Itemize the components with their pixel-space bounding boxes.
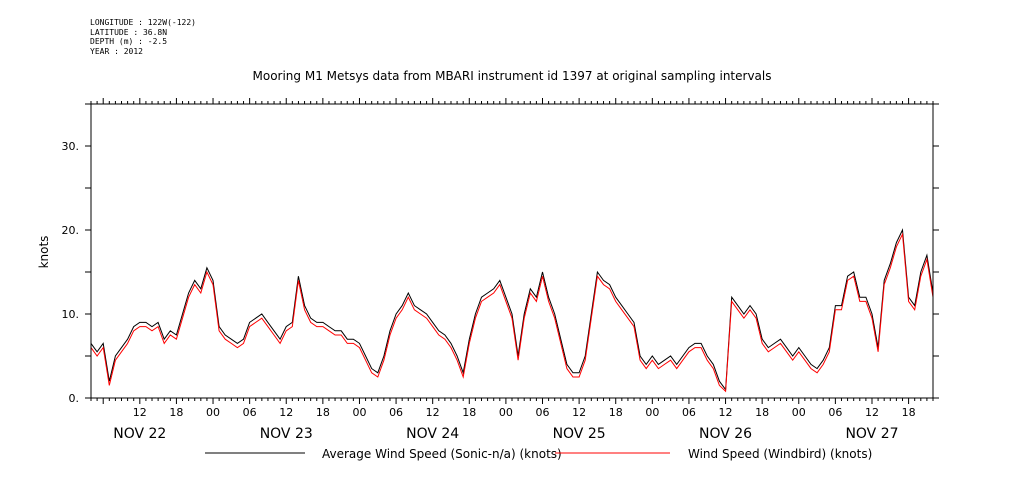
longitude-text: LONGITUDE : 122W(-122) [90,18,196,27]
y-tick-label: 10. [62,308,80,321]
x-tick-label: 18 [902,406,916,419]
x-day-label: NOV 24 [406,426,459,442]
y-tick-label: 30. [62,140,80,153]
x-day-label: NOV 22 [113,426,166,442]
series-line-windbird [90,232,934,393]
x-tick-label: 06 [828,406,842,419]
series-line-sonic [90,228,934,391]
plot-frame [90,103,934,399]
y-axis-label: knots [37,236,51,269]
x-tick-label: 12 [279,406,293,419]
legend-label-windbird: Wind Speed (Windbird) (knots) [688,447,872,461]
x-tick-label: 18 [609,406,623,419]
x-day-label: NOV 26 [699,426,752,442]
x-tick-label: 12 [133,406,147,419]
x-tick-label: 12 [719,406,733,419]
x-tick-label: 12 [426,406,440,419]
x-tick-label: 00 [792,406,806,419]
x-tick-label: 12 [865,406,879,419]
x-tick-label: 06 [243,406,257,419]
x-tick-label: 12 [572,406,586,419]
x-tick-label: 00 [206,406,220,419]
y-tick-label: 20. [62,224,80,237]
x-tick-label: 18 [316,406,330,419]
x-tick-label: 06 [389,406,403,419]
x-day-label: NOV 25 [553,426,606,442]
x-tick-label: 18 [169,406,183,419]
x-tick-label: 00 [352,406,366,419]
chart-title: Mooring M1 Metsys data from MBARI instru… [253,69,772,83]
x-tick-label: 00 [645,406,659,419]
x-tick-label: 18 [462,406,476,419]
x-tick-label: 00 [499,406,513,419]
x-tick-label: 06 [682,406,696,419]
x-day-label: NOV 23 [260,426,313,442]
year-text: YEAR : 2012 [90,46,143,56]
latitude-text: LATITUDE : 36.8N [90,27,168,37]
metadata-block: LONGITUDE : 122W(-122) LATITUDE : 36.8N … [90,18,196,56]
x-day-label: NOV 27 [845,426,898,442]
x-tick-label: 18 [755,406,769,419]
legend-label-sonic: Average Wind Speed (Sonic-n/a) (knots) [322,447,562,461]
x-tick-label: 06 [536,406,550,419]
y-tick-label: 0. [69,392,80,405]
depth-text: DEPTH (m) : -2.5 [90,37,168,46]
